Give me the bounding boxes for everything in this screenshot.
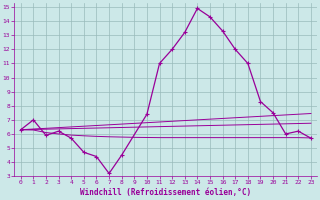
X-axis label: Windchill (Refroidissement éolien,°C): Windchill (Refroidissement éolien,°C) [80,188,252,197]
